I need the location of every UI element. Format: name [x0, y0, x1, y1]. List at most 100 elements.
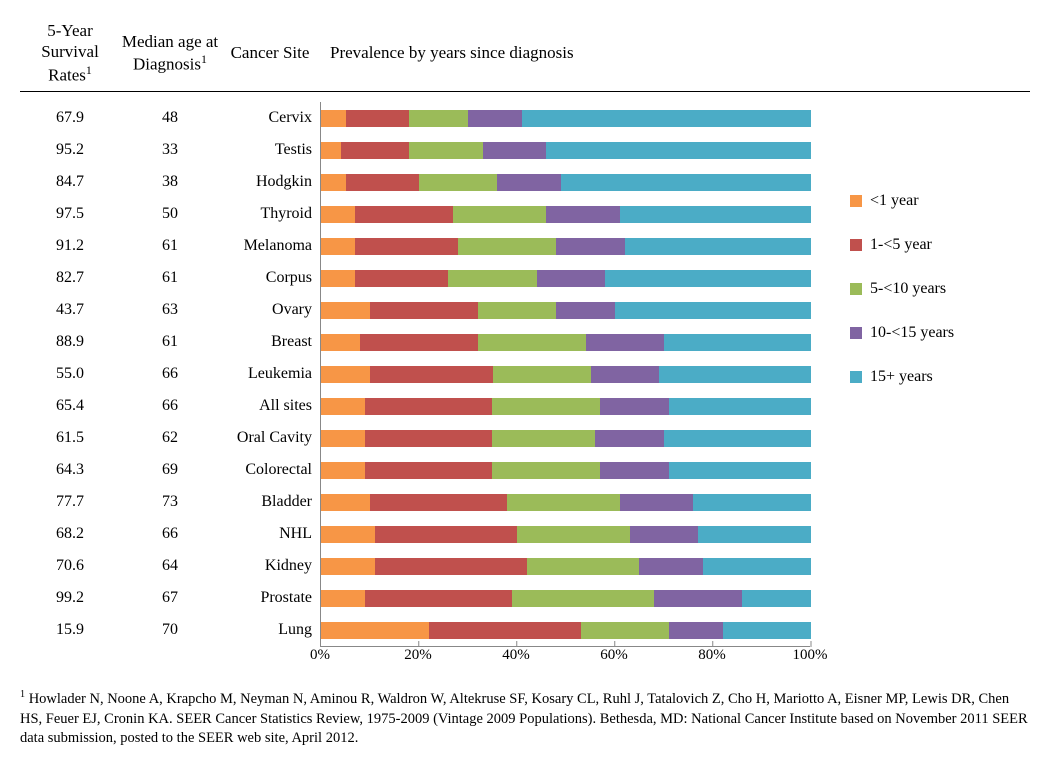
data-row: 55.066Leukemia — [20, 358, 830, 390]
legend-item: 1-<5 year — [850, 236, 1030, 254]
bar-segment — [586, 334, 664, 351]
cell-site: Kidney — [220, 557, 320, 575]
bar-segment — [321, 366, 370, 383]
bar-wrap — [320, 262, 811, 294]
data-row: 99.267Prostate — [20, 582, 830, 614]
data-row: 68.266NHL — [20, 518, 830, 550]
bar-segment — [669, 622, 723, 639]
cell-age: 61 — [120, 269, 220, 287]
bar-segment — [453, 206, 546, 223]
bar-segment — [365, 430, 492, 447]
cell-survival: 55.0 — [20, 365, 120, 383]
bar-segment — [742, 590, 811, 607]
bar-segment — [517, 526, 630, 543]
cell-survival: 77.7 — [20, 493, 120, 511]
figure-container: 5-Year Survival Rates1 Median age at Dia… — [20, 20, 1030, 749]
bar-segment — [630, 526, 699, 543]
legend-swatch — [850, 371, 862, 383]
header-row: 5-Year Survival Rates1 Median age at Dia… — [20, 20, 1030, 92]
cell-survival: 97.5 — [20, 205, 120, 223]
cell-survival: 82.7 — [20, 269, 120, 287]
bar-segment — [321, 398, 365, 415]
bar-segment — [556, 302, 615, 319]
bar-segment — [478, 302, 556, 319]
bar-segment — [492, 430, 595, 447]
data-row: 61.562Oral Cavity — [20, 422, 830, 454]
header-survival-sup: 1 — [86, 63, 92, 77]
x-tick: 40% — [502, 647, 530, 664]
cell-site: Thyroid — [220, 205, 320, 223]
bar-segment — [468, 110, 522, 127]
bar-segment — [492, 398, 600, 415]
bar-wrap — [320, 326, 811, 358]
bar-segment — [478, 334, 586, 351]
bar-segment — [365, 462, 492, 479]
x-tick: 60% — [600, 647, 628, 664]
stacked-bar — [321, 430, 811, 447]
bar-segment — [659, 366, 811, 383]
bar-segment — [605, 270, 811, 287]
bar-segment — [522, 110, 811, 127]
bar-segment — [355, 206, 453, 223]
bar-segment — [321, 206, 355, 223]
bar-segment — [620, 494, 694, 511]
bar-segment — [341, 142, 410, 159]
cell-age: 50 — [120, 205, 220, 223]
cell-site: Prostate — [220, 589, 320, 607]
data-row: 65.466All sites — [20, 390, 830, 422]
bar-segment — [321, 558, 375, 575]
stacked-bar — [321, 174, 811, 191]
cell-survival: 64.3 — [20, 461, 120, 479]
cell-survival: 91.2 — [20, 237, 120, 255]
bar-segment — [321, 302, 370, 319]
cell-site: Leukemia — [220, 365, 320, 383]
legend-swatch — [850, 327, 862, 339]
bar-segment — [370, 494, 507, 511]
cell-survival: 84.7 — [20, 173, 120, 191]
cell-survival: 67.9 — [20, 109, 120, 127]
axis-area: 0%20%40%60%80%100% — [320, 646, 810, 674]
cell-age: 61 — [120, 237, 220, 255]
bar-wrap — [320, 486, 811, 518]
x-tick: 0% — [310, 647, 330, 664]
cell-age: 69 — [120, 461, 220, 479]
bar-segment — [546, 142, 811, 159]
cell-survival: 43.7 — [20, 301, 120, 319]
bar-segment — [321, 142, 341, 159]
bar-segment — [409, 110, 468, 127]
bar-wrap — [320, 390, 811, 422]
x-tick: 80% — [698, 647, 726, 664]
cell-age: 66 — [120, 525, 220, 543]
cell-site: Colorectal — [220, 461, 320, 479]
legend-label: 1-<5 year — [870, 236, 932, 254]
bar-segment — [346, 110, 410, 127]
bar-wrap — [320, 422, 811, 454]
bar-wrap — [320, 454, 811, 486]
cell-survival: 61.5 — [20, 429, 120, 447]
stacked-bar — [321, 462, 811, 479]
data-row: 43.763Ovary — [20, 294, 830, 326]
bar-segment — [355, 270, 448, 287]
cell-age: 66 — [120, 397, 220, 415]
bar-segment — [698, 526, 811, 543]
bar-segment — [600, 462, 669, 479]
legend-swatch — [850, 239, 862, 251]
cell-site: All sites — [220, 397, 320, 415]
bar-segment — [507, 494, 620, 511]
bar-segment — [556, 238, 625, 255]
bar-segment — [527, 558, 640, 575]
bar-segment — [595, 430, 664, 447]
bar-segment — [375, 558, 527, 575]
legend-label: <1 year — [870, 192, 919, 210]
cell-site: Testis — [220, 141, 320, 159]
bar-wrap — [320, 358, 811, 390]
legend-item: 5-<10 years — [850, 280, 1030, 298]
footnote-text: Howlader N, Noone A, Krapcho M, Neyman N… — [20, 691, 1028, 746]
legend-label: 5-<10 years — [870, 280, 946, 298]
bar-segment — [639, 558, 703, 575]
bar-wrap — [320, 518, 811, 550]
cell-age: 67 — [120, 589, 220, 607]
bar-segment — [669, 462, 811, 479]
bar-segment — [321, 238, 355, 255]
bar-segment — [546, 206, 620, 223]
